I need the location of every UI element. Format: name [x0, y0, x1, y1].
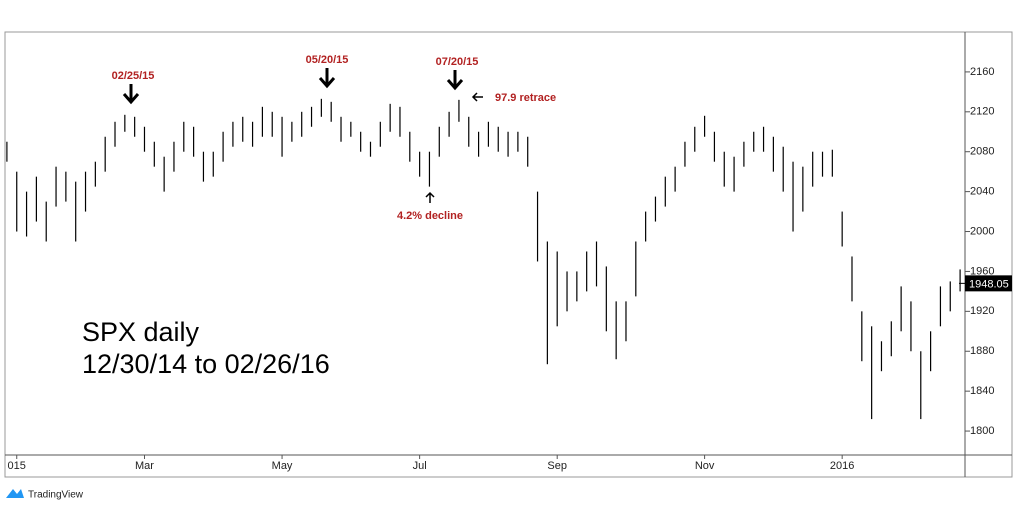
arrow	[318, 68, 336, 89]
x-tick-label: 015	[8, 460, 26, 472]
chart-title: SPX daily	[82, 317, 200, 347]
y-tick-label: 1960	[970, 265, 994, 277]
logo-icon	[6, 489, 24, 498]
y-tick-label: 1880	[970, 345, 994, 357]
annotation: 97.9 retrace	[495, 92, 556, 104]
annotation: 4.2% decline	[397, 210, 463, 222]
frame	[4, 31, 1013, 478]
x-tick-label: May	[272, 460, 293, 472]
last-price-box	[965, 275, 1012, 292]
last-price-label: 1948.05	[969, 278, 1009, 290]
arrow	[471, 92, 483, 102]
arrow	[122, 84, 140, 105]
y-tick-label: 2040	[970, 186, 994, 198]
annotation: 02/25/15	[112, 70, 155, 82]
y-tick-label: 2080	[970, 146, 994, 158]
arrow	[425, 191, 435, 203]
x-tick-label: Sep	[547, 460, 567, 472]
annotation: 05/20/15	[306, 54, 349, 66]
annotation: 07/20/15	[436, 56, 479, 68]
logo-text: TradingView	[28, 490, 84, 501]
x-tick-label: Nov	[695, 460, 715, 472]
x-tick-label: 2016	[830, 460, 854, 472]
y-tick-label: 1800	[970, 425, 994, 437]
arrow	[446, 70, 464, 91]
x-tick-label: Jul	[413, 460, 427, 472]
x-tick-label: Mar	[135, 460, 154, 472]
y-tick-label: 2160	[970, 66, 994, 78]
y-tick-label: 2000	[970, 225, 994, 237]
y-tick-label: 2120	[970, 106, 994, 118]
y-tick-label: 1840	[970, 385, 994, 397]
y-tick-label: 1920	[970, 305, 994, 317]
chart-subtitle: 12/30/14 to 02/26/16	[82, 349, 330, 379]
